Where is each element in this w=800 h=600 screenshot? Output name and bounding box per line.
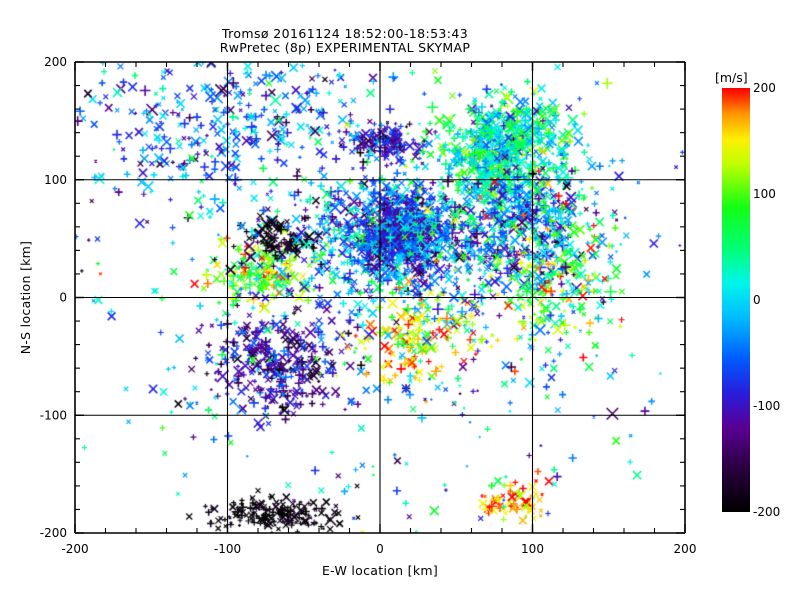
colorbar-tick--200: -200	[753, 505, 781, 519]
scatter-plot-area: -200 -100 0 100 200 -200 -100 0 100 200 E-W locati…	[18, 55, 696, 578]
colorbar	[722, 88, 750, 512]
ytick-label: 200	[44, 55, 67, 69]
colorbar-tick-0: 0	[753, 293, 761, 307]
title-line-2: RwPretec (8p) EXPERIMENTAL SKYMAP	[219, 40, 471, 55]
title-line-1: Tromsø 20161124 18:52:00-18:53:43	[221, 26, 469, 41]
xtick-label: 100	[521, 542, 544, 556]
xtick-label: 200	[674, 542, 697, 556]
colorbar-unit-label: [m/s]	[715, 70, 748, 85]
x-axis-label: E-W location [km]	[322, 563, 438, 578]
ytick-label: 0	[59, 291, 67, 305]
ytick-label: 100	[44, 173, 67, 187]
colorbar-tick-200: 200	[753, 81, 776, 95]
scatter-points-canvas	[75, 62, 685, 533]
xtick-label: -200	[61, 542, 88, 556]
plot-title: Tromsø 20161124 18:52:00-18:53:43 RwPret…	[0, 27, 690, 55]
xtick-label: -100	[214, 542, 241, 556]
ytick-label: -100	[40, 408, 67, 422]
ytick-label: -200	[40, 526, 67, 540]
colorbar-gradient	[722, 88, 750, 512]
colorbar-tick--100: -100	[753, 399, 781, 413]
xtick-label: 0	[376, 542, 384, 556]
y-axis-label: N-S location [km]	[18, 241, 33, 355]
colorbar-tick-100: 100	[753, 187, 776, 201]
